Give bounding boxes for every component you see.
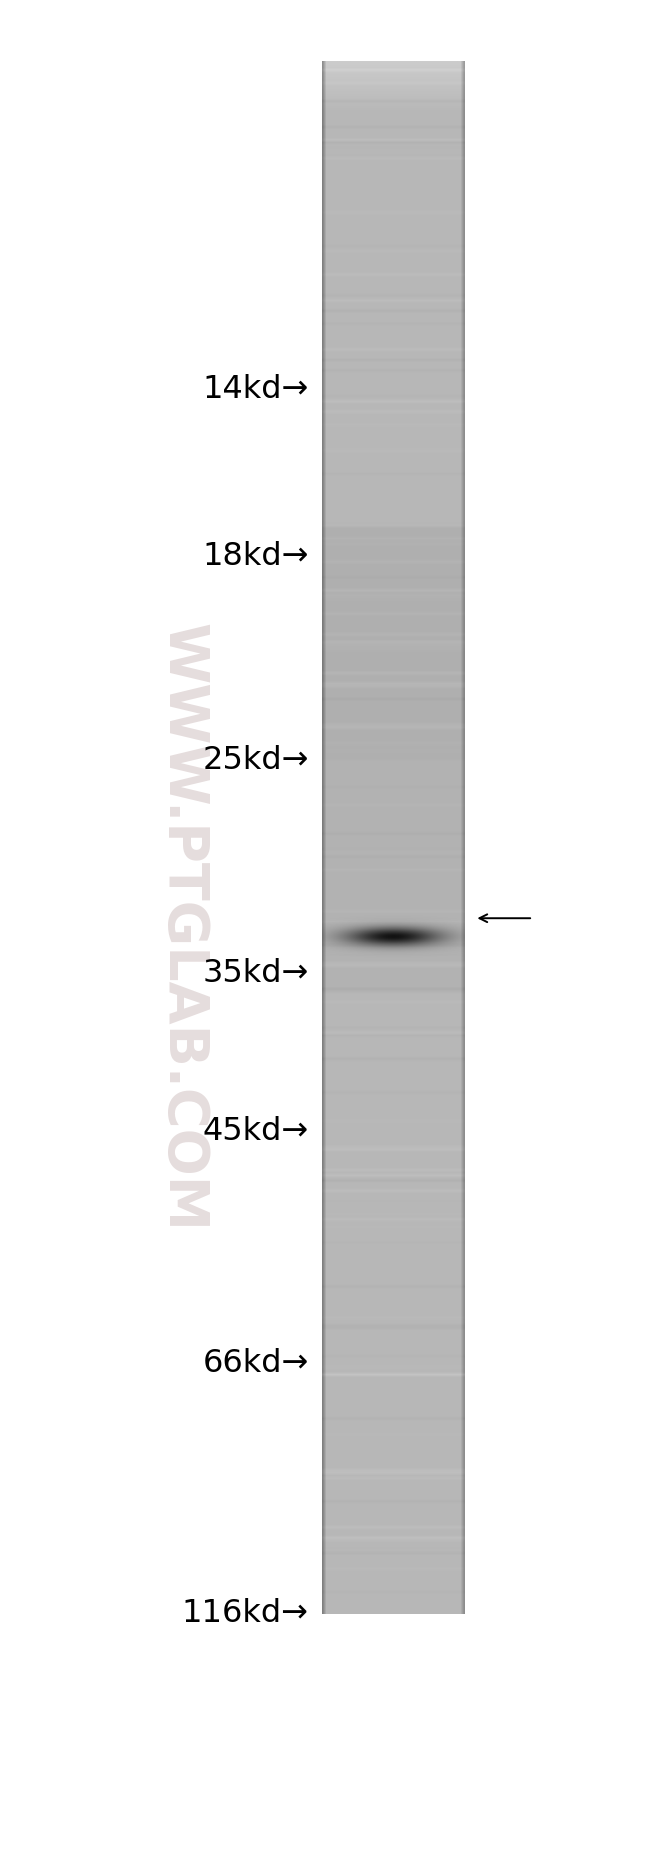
Text: 18kd→: 18kd→ (202, 542, 309, 571)
Text: 45kd→: 45kd→ (203, 1117, 309, 1146)
Text: 35kd→: 35kd→ (202, 959, 309, 989)
Text: WWW.PTGLAB.COM: WWW.PTGLAB.COM (155, 623, 209, 1232)
Text: 14kd→: 14kd→ (202, 375, 309, 404)
Text: 116kd→: 116kd→ (182, 1599, 309, 1629)
Text: 25kd→: 25kd→ (202, 746, 309, 775)
Text: 66kd→: 66kd→ (202, 1349, 309, 1378)
